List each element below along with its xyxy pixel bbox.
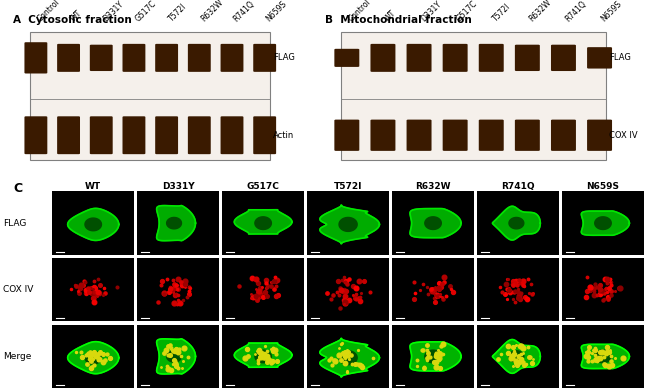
Polygon shape: [581, 211, 629, 235]
FancyBboxPatch shape: [341, 31, 606, 160]
Text: T572I: T572I: [491, 2, 513, 23]
FancyBboxPatch shape: [334, 49, 359, 67]
FancyBboxPatch shape: [220, 44, 244, 72]
Text: N659S: N659S: [265, 0, 289, 23]
FancyBboxPatch shape: [479, 44, 504, 72]
FancyBboxPatch shape: [587, 120, 612, 151]
FancyBboxPatch shape: [370, 120, 395, 151]
Text: B  Mitochondrial fraction: B Mitochondrial fraction: [325, 15, 472, 25]
Title: T572I: T572I: [334, 182, 362, 191]
Polygon shape: [85, 218, 101, 231]
Text: FLAG: FLAG: [273, 53, 295, 62]
Text: R632W: R632W: [527, 0, 553, 23]
FancyBboxPatch shape: [122, 44, 146, 72]
Polygon shape: [85, 351, 101, 364]
Text: Control: Control: [36, 0, 62, 23]
Text: D331Y: D331Y: [419, 0, 443, 23]
Title: G517C: G517C: [247, 182, 280, 191]
FancyBboxPatch shape: [587, 47, 612, 69]
Polygon shape: [339, 351, 357, 365]
FancyBboxPatch shape: [220, 116, 244, 154]
Polygon shape: [425, 350, 441, 363]
FancyBboxPatch shape: [406, 44, 432, 72]
Text: N659S: N659S: [599, 0, 624, 23]
Polygon shape: [234, 343, 292, 367]
Text: R632W: R632W: [200, 0, 225, 23]
Text: A  Cytosolic fraction: A Cytosolic fraction: [13, 15, 132, 25]
Title: D331Y: D331Y: [162, 182, 194, 191]
FancyBboxPatch shape: [254, 116, 276, 154]
Polygon shape: [166, 351, 181, 362]
FancyBboxPatch shape: [155, 44, 178, 72]
FancyBboxPatch shape: [90, 116, 112, 154]
Polygon shape: [595, 350, 611, 363]
FancyBboxPatch shape: [30, 31, 270, 160]
FancyBboxPatch shape: [57, 44, 80, 72]
Text: C: C: [13, 182, 22, 195]
FancyBboxPatch shape: [370, 44, 395, 72]
Text: FLAG: FLAG: [609, 53, 630, 62]
Title: N659S: N659S: [586, 182, 619, 191]
Polygon shape: [234, 210, 292, 234]
Polygon shape: [410, 342, 461, 371]
FancyBboxPatch shape: [155, 116, 178, 154]
Text: FLAG: FLAG: [3, 219, 27, 228]
FancyBboxPatch shape: [406, 120, 432, 151]
Text: D331Y: D331Y: [101, 0, 125, 23]
Polygon shape: [581, 344, 629, 368]
FancyBboxPatch shape: [443, 120, 467, 151]
Polygon shape: [595, 217, 611, 229]
FancyBboxPatch shape: [188, 116, 211, 154]
Text: G517C: G517C: [134, 0, 159, 23]
FancyBboxPatch shape: [25, 42, 47, 74]
Text: R741Q: R741Q: [232, 0, 257, 23]
Text: G517C: G517C: [455, 0, 480, 23]
FancyBboxPatch shape: [551, 45, 576, 71]
Text: COX IV: COX IV: [3, 285, 34, 294]
Polygon shape: [166, 218, 181, 229]
Polygon shape: [339, 218, 357, 231]
Text: COX IV: COX IV: [609, 131, 638, 140]
Text: Control: Control: [347, 0, 373, 23]
Title: R741Q: R741Q: [501, 182, 535, 191]
FancyBboxPatch shape: [479, 120, 504, 151]
FancyBboxPatch shape: [57, 116, 80, 154]
Polygon shape: [410, 209, 461, 238]
Polygon shape: [255, 217, 272, 229]
FancyBboxPatch shape: [90, 45, 112, 71]
Text: Merge: Merge: [3, 352, 32, 361]
Polygon shape: [255, 350, 272, 363]
Polygon shape: [68, 342, 119, 374]
FancyBboxPatch shape: [443, 44, 467, 72]
FancyBboxPatch shape: [551, 120, 576, 151]
Title: R632W: R632W: [415, 182, 451, 191]
Polygon shape: [509, 218, 524, 229]
Text: Actin: Actin: [273, 131, 294, 140]
Title: WT: WT: [85, 182, 101, 191]
Text: WT: WT: [383, 8, 398, 23]
FancyBboxPatch shape: [254, 44, 276, 72]
FancyBboxPatch shape: [515, 120, 540, 151]
Polygon shape: [509, 351, 524, 362]
Polygon shape: [320, 338, 380, 377]
Polygon shape: [157, 339, 196, 374]
FancyBboxPatch shape: [188, 44, 211, 72]
Polygon shape: [425, 217, 441, 229]
Polygon shape: [493, 339, 540, 373]
Polygon shape: [157, 205, 196, 241]
Polygon shape: [320, 205, 380, 244]
Polygon shape: [68, 209, 119, 240]
Text: WT: WT: [68, 8, 83, 23]
FancyBboxPatch shape: [25, 116, 47, 154]
Text: T572I: T572I: [166, 2, 188, 23]
Polygon shape: [493, 206, 540, 240]
FancyBboxPatch shape: [515, 45, 540, 71]
Text: R741Q: R741Q: [564, 0, 588, 23]
FancyBboxPatch shape: [122, 116, 146, 154]
FancyBboxPatch shape: [334, 120, 359, 151]
